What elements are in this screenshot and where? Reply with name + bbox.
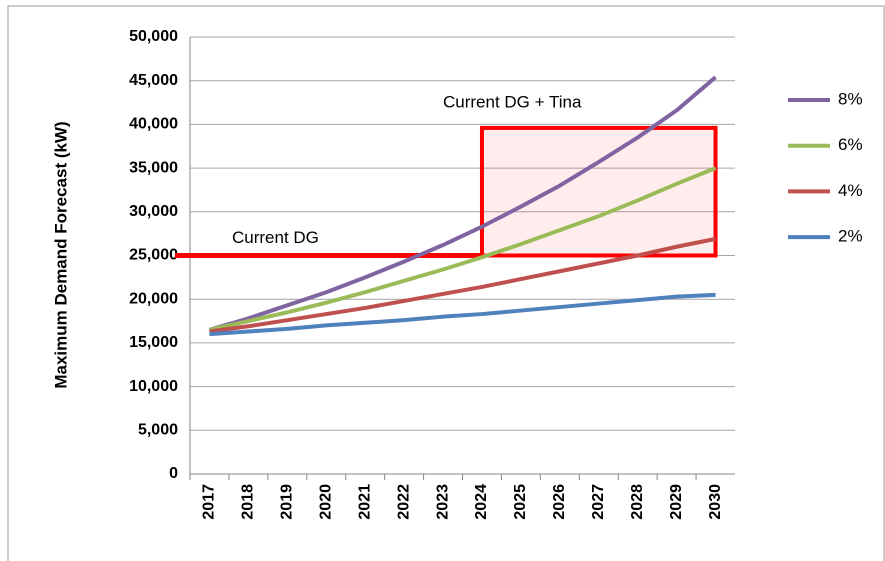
x-tick-label: 2025 bbox=[512, 484, 529, 520]
y-tick-label: 30,000 bbox=[129, 203, 178, 220]
box-label: Current DG + Tina bbox=[443, 92, 582, 111]
y-tick-label: 0 bbox=[169, 465, 178, 482]
y-tick-label: 25,000 bbox=[129, 247, 178, 264]
series-line bbox=[209, 166, 717, 332]
reference-label: Current DG bbox=[232, 228, 319, 247]
y-tick-label: 20,000 bbox=[129, 290, 178, 307]
x-tick-label: 2023 bbox=[434, 484, 451, 520]
series-line bbox=[209, 292, 716, 337]
x-tick-label: 2017 bbox=[201, 484, 218, 520]
y-tick-label: 10,000 bbox=[129, 378, 178, 395]
legend-label: 6% bbox=[838, 135, 863, 154]
x-tick-label: 2028 bbox=[629, 484, 646, 520]
series-line bbox=[209, 236, 716, 334]
x-tick-label: 2018 bbox=[240, 484, 257, 520]
x-tick-label: 2024 bbox=[473, 484, 490, 520]
x-tick-label: 2030 bbox=[707, 484, 724, 520]
y-tick-label: 35,000 bbox=[129, 159, 178, 176]
y-tick-label: 15,000 bbox=[129, 334, 178, 351]
y-axis-title: Maximum Demand Forecast (kW) bbox=[51, 121, 70, 388]
x-tick-label: 2027 bbox=[590, 484, 607, 520]
x-tick-label: 2029 bbox=[668, 484, 685, 520]
y-tick-label: 5,000 bbox=[138, 422, 178, 439]
x-tick-label: 2021 bbox=[356, 484, 373, 520]
x-tick-label: 2026 bbox=[551, 484, 568, 520]
series-line bbox=[208, 75, 717, 332]
annotation-box bbox=[479, 125, 718, 258]
x-tick-label: 2022 bbox=[395, 484, 412, 520]
x-tick-label: 2019 bbox=[279, 484, 296, 520]
x-tick-label: 2020 bbox=[317, 484, 334, 520]
y-tick-label: 50,000 bbox=[129, 28, 178, 45]
legend-label: 8% bbox=[838, 89, 863, 108]
frame bbox=[7, 5, 885, 561]
legend-label: 4% bbox=[838, 181, 863, 200]
legend-label: 2% bbox=[838, 227, 863, 246]
y-tick-label: 45,000 bbox=[129, 72, 178, 89]
y-tick-label: 40,000 bbox=[129, 116, 178, 133]
